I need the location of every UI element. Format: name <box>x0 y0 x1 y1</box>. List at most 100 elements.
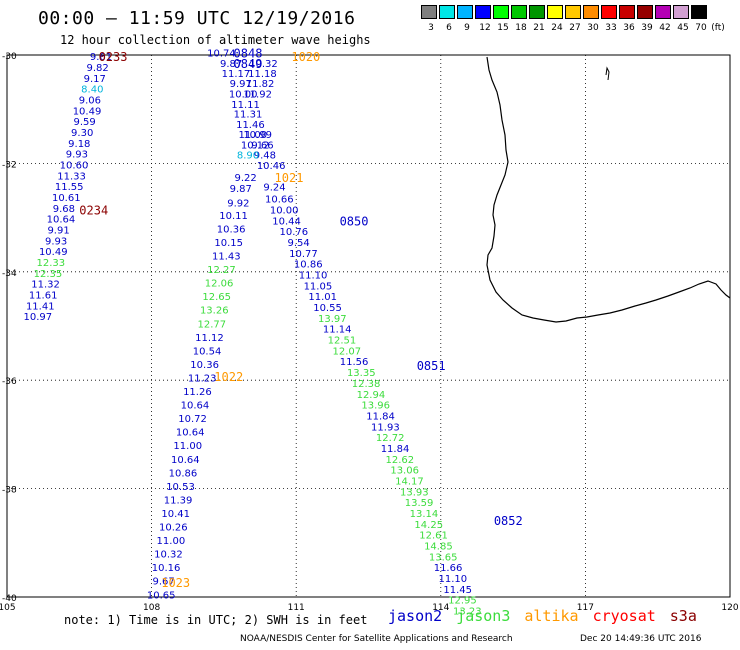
wave-height-value: 13.26 <box>200 306 229 317</box>
scale-label: 30 <box>587 23 599 33</box>
footer-credit: NOAA/NESDIS Center for Satellite Applica… <box>240 634 513 644</box>
wave-height-value: 9.18 <box>68 139 90 150</box>
wave-height-value: 11.00 <box>157 536 186 547</box>
wave-height-value: 10.12 <box>241 140 270 151</box>
wave-height-value: 11.33 <box>57 171 86 182</box>
page-subtitle: 12 hour collection of altimeter wave hei… <box>60 33 371 47</box>
scale-swatch <box>619 5 635 19</box>
pass-time-label: 0849 <box>234 57 263 71</box>
wave-height-value: 12.95 <box>448 596 477 607</box>
scale-label: 21 <box>533 23 545 33</box>
wave-height-value: 9.92 <box>227 198 249 209</box>
wave-height-value: 10.65 <box>147 590 176 601</box>
lon-tick-label: 105 <box>0 603 16 613</box>
wave-height-value: 11.93 <box>371 422 400 433</box>
wave-height-value: 10.16 <box>152 563 181 574</box>
wave-height-value: 10.86 <box>294 260 323 271</box>
wave-height-value: 10.00 <box>270 205 299 216</box>
wave-height-value: 10.41 <box>161 509 190 520</box>
pass-time-label: 1022 <box>214 370 243 384</box>
wave-height-value: 12.07 <box>332 346 361 357</box>
scale-swatch <box>637 5 653 19</box>
pass-time-label: 0233 <box>99 50 128 64</box>
wave-height-value: 10.00 <box>229 89 258 100</box>
wave-height-value: 9.61 <box>90 52 112 63</box>
wave-height-value: 11.84 <box>381 444 410 455</box>
scale-label: 3 <box>428 23 434 33</box>
scale-label: 45 <box>677 23 689 33</box>
wave-height-value: 12.51 <box>328 336 357 347</box>
wave-height-value: 11.01 <box>308 292 337 303</box>
wave-height-value: 9.06 <box>79 95 101 106</box>
wave-height-value: 10.60 <box>60 160 89 171</box>
scale-label: 12 <box>479 23 491 33</box>
wave-height-value: 10.32 <box>249 59 278 70</box>
wave-height-value: 10.64 <box>181 401 210 412</box>
wave-height-value: 11.32 <box>31 280 60 291</box>
lat-tick-label: -32 <box>2 160 17 170</box>
scale-label: 9 <box>464 23 470 33</box>
wave-height-value: 13.59 <box>405 498 434 509</box>
scale-swatch <box>439 5 455 19</box>
scale-swatch <box>547 5 563 19</box>
wave-height-value: 9.82 <box>86 63 108 74</box>
pass-time-label: 0851 <box>417 359 446 373</box>
wave-height-value: 11.12 <box>195 333 224 344</box>
wave-height-value: 9.91 <box>47 226 69 237</box>
satellite-legend-item: cryosat <box>592 607 656 625</box>
wave-height-value: 9.54 <box>287 238 309 249</box>
wave-height-value: 12.06 <box>205 279 234 290</box>
wave-height-value: 11.26 <box>183 387 212 398</box>
wave-height-value: 9.66 <box>251 140 273 151</box>
wave-height-value: 9.93 <box>45 236 67 247</box>
satellite-legend-item: s3a <box>669 607 697 625</box>
footer-timestamp: Dec 20 14:49:36 UTC 2016 <box>580 634 702 644</box>
wave-height-value: 11.11 <box>231 100 260 111</box>
wave-height-value: 9.97 <box>230 79 252 90</box>
wave-height-value: 9.93 <box>66 150 88 161</box>
scale-swatch <box>673 5 689 19</box>
wave-height-value: 10.49 <box>73 106 102 117</box>
wave-height-value: 13.23 <box>453 607 482 618</box>
wave-height-value: 11.00 <box>173 441 202 452</box>
wave-height-value: 9.59 <box>73 117 95 128</box>
wave-height-value: 10.61 <box>52 193 81 204</box>
wave-height-value: 11.46 <box>236 120 265 131</box>
wave-height-value: 12.65 <box>202 292 231 303</box>
lat-tick-label: -38 <box>2 486 17 496</box>
wave-height-value: 10.15 <box>214 238 243 249</box>
satellite-legend: jason2 jason3 altika cryosat s3a <box>388 607 711 625</box>
wave-height-value: 12.33 <box>37 258 66 269</box>
wave-height-value: 11.00 <box>238 130 267 141</box>
lat-tick-label: -30 <box>2 52 17 62</box>
wave-height-value: 8.90 <box>237 151 259 162</box>
wave-height-value: 10.36 <box>190 360 219 371</box>
wave-height-value: 10.44 <box>272 216 301 227</box>
pass-time-label: 0848 <box>234 46 263 60</box>
wave-height-value: 9.68 <box>53 204 75 215</box>
wave-height-value: 11.41 <box>26 301 55 312</box>
wave-height-value: 12.35 <box>34 269 63 280</box>
wave-height-value: 13.14 <box>410 509 439 520</box>
scale-swatch <box>565 5 581 19</box>
scale-label: 36 <box>623 23 635 33</box>
scale-label: 70 <box>695 23 707 33</box>
wave-height-value: 10.26 <box>159 523 188 534</box>
wave-height-value: 10.53 <box>166 482 195 493</box>
wave-height-value: 10.36 <box>217 224 246 235</box>
scale-label: 27 <box>569 23 581 33</box>
satellite-legend-item: jason3 <box>456 607 511 625</box>
wave-height-value: 9.22 <box>234 173 256 184</box>
island-outline <box>605 66 610 81</box>
wave-height-value: 9.24 <box>263 183 285 194</box>
wave-height-value: 9.30 <box>71 128 93 139</box>
wave-height-value: 12.94 <box>357 390 386 401</box>
wave-height-value: 11.05 <box>304 281 333 292</box>
satellite-legend-item: altika <box>524 607 579 625</box>
wave-height-value: 10.72 <box>178 414 207 425</box>
scale-label: 39 <box>641 23 653 33</box>
wave-height-value: 9.87 <box>220 59 242 70</box>
lat-tick-label: -40 <box>2 594 17 604</box>
wave-height-value: 13.35 <box>347 368 376 379</box>
